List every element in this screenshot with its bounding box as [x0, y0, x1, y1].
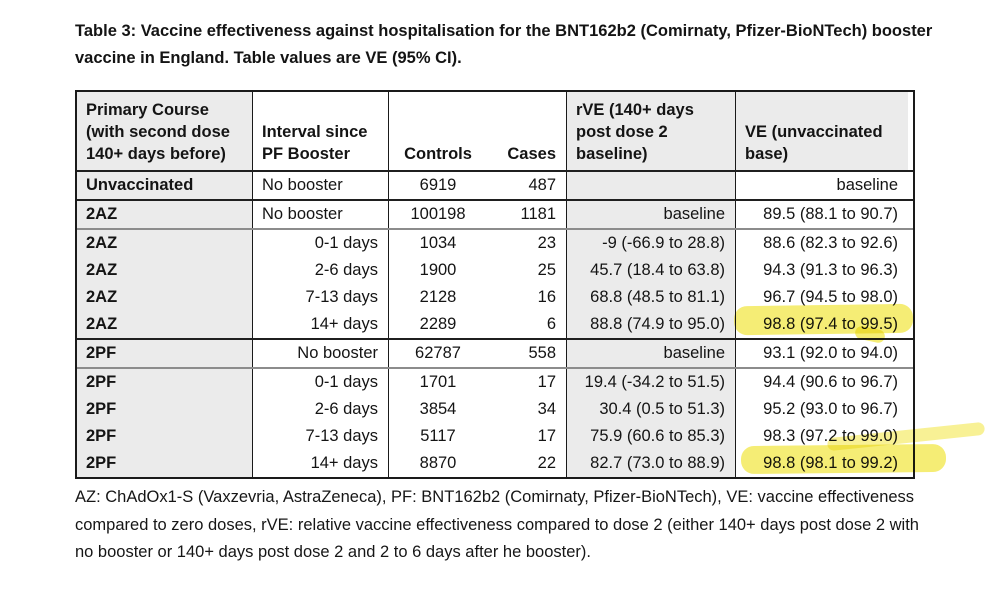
- cell-ve-highlighted: 98.8 (98.1 to 99.2): [735, 450, 908, 477]
- cell-primary-course: 2PF: [77, 450, 252, 477]
- cell-rve: baseline: [566, 201, 735, 228]
- cell-primary-course: 2AZ: [77, 230, 252, 257]
- header-cases: Cases: [488, 92, 566, 170]
- cell-rve: [566, 172, 735, 199]
- cell-controls: 2128: [388, 284, 488, 311]
- cell-interval: 0-1 days: [252, 230, 388, 257]
- cell-controls: 62787: [388, 340, 488, 367]
- cell-ve: 94.4 (90.6 to 96.7): [735, 369, 908, 396]
- table-row: 2AZ 7-13 days 2128 16 68.8 (48.5 to 81.1…: [77, 284, 913, 311]
- cell-controls: 2289: [388, 311, 488, 338]
- cell-ve: 93.1 (92.0 to 94.0): [735, 340, 908, 367]
- table-row: 2PF 7-13 days 5117 17 75.9 (60.6 to 85.3…: [77, 423, 913, 450]
- table-row: Unvaccinated No booster 6919 487 baselin…: [77, 170, 913, 199]
- cell-ve: 98.3 (97.2 to 99.0): [735, 423, 908, 450]
- footnote-line3: no booster or 140+ days post dose 2 and …: [75, 543, 591, 561]
- cell-controls: 3854: [388, 396, 488, 423]
- cell-primary-course: 2PF: [77, 396, 252, 423]
- cell-cases: 17: [488, 423, 566, 450]
- table-row: 2PF 14+ days 8870 22 82.7 (73.0 to 88.9)…: [77, 450, 913, 477]
- cell-primary-course: 2PF: [77, 423, 252, 450]
- table-footnote: AZ: ChAdOx1-S (Vaxzevria, AstraZeneca), …: [75, 484, 985, 567]
- cell-primary-course: 2AZ: [77, 284, 252, 311]
- table-row: 2PF 2-6 days 3854 34 30.4 (0.5 to 51.3) …: [77, 396, 913, 423]
- cell-interval: No booster: [252, 340, 388, 367]
- cell-controls: 5117: [388, 423, 488, 450]
- cell-ve: 88.6 (82.3 to 92.6): [735, 230, 908, 257]
- cell-rve: 30.4 (0.5 to 51.3): [566, 396, 735, 423]
- cell-interval: No booster: [252, 201, 388, 228]
- table-caption: Table 3: Vaccine effectiveness against h…: [75, 18, 975, 72]
- table3-wrapper: Primary Course (with second dose 140+ da…: [75, 90, 986, 479]
- cell-ve: 95.2 (93.0 to 96.7): [735, 396, 908, 423]
- cell-interval: 2-6 days: [252, 396, 388, 423]
- header-interval: Interval since PF Booster: [252, 92, 388, 170]
- cell-cases: 17: [488, 369, 566, 396]
- cell-rve: 45.7 (18.4 to 63.8): [566, 257, 735, 284]
- cell-interval: No booster: [252, 172, 388, 199]
- cell-rve: 68.8 (48.5 to 81.1): [566, 284, 735, 311]
- cell-primary-course: 2AZ: [77, 257, 252, 284]
- cell-rve: baseline: [566, 340, 735, 367]
- cell-cases: 25: [488, 257, 566, 284]
- header-rve: rVE (140+ days post dose 2 baseline): [566, 92, 735, 170]
- table-caption-line1: Table 3: Vaccine effectiveness against h…: [75, 22, 933, 40]
- cell-rve: 75.9 (60.6 to 85.3): [566, 423, 735, 450]
- cell-ve: 89.5 (88.1 to 90.7): [735, 201, 908, 228]
- table-row: 2AZ 2-6 days 1900 25 45.7 (18.4 to 63.8)…: [77, 257, 913, 284]
- cell-primary-course: 2AZ: [77, 311, 252, 338]
- cell-controls: 1900: [388, 257, 488, 284]
- cell-cases: 558: [488, 340, 566, 367]
- cell-cases: 22: [488, 450, 566, 477]
- cell-cases: 23: [488, 230, 566, 257]
- cell-rve: 19.4 (-34.2 to 51.5): [566, 369, 735, 396]
- cell-cases: 34: [488, 396, 566, 423]
- table-caption-line2: vaccine in England. Table values are VE …: [75, 49, 462, 67]
- cell-primary-course: Unvaccinated: [77, 172, 252, 199]
- header-controls: Controls: [388, 92, 488, 170]
- cell-primary-course: 2PF: [77, 369, 252, 396]
- table-row: 2AZ 0-1 days 1034 23 -9 (-66.9 to 28.8) …: [77, 228, 913, 257]
- table-row: 2AZ 14+ days 2289 6 88.8 (74.9 to 95.0) …: [77, 311, 913, 338]
- cell-cases: 6: [488, 311, 566, 338]
- table3: Primary Course (with second dose 140+ da…: [75, 90, 915, 479]
- table-row: 2AZ No booster 100198 1181 baseline 89.5…: [77, 199, 913, 228]
- cell-cases: 487: [488, 172, 566, 199]
- cell-cases: 16: [488, 284, 566, 311]
- footnote-line1: AZ: ChAdOx1-S (Vaxzevria, AstraZeneca), …: [75, 488, 915, 506]
- header-primary-course: Primary Course (with second dose 140+ da…: [77, 92, 252, 170]
- cell-cases: 1181: [488, 201, 566, 228]
- cell-rve: 88.8 (74.9 to 95.0): [566, 311, 735, 338]
- cell-primary-course: 2AZ: [77, 201, 252, 228]
- cell-ve: 96.7 (94.5 to 98.0): [735, 284, 908, 311]
- table-row: 2PF No booster 62787 558 baseline 93.1 (…: [77, 338, 913, 367]
- cell-controls: 1034: [388, 230, 488, 257]
- table-row: 2PF 0-1 days 1701 17 19.4 (-34.2 to 51.5…: [77, 367, 913, 396]
- cell-interval: 0-1 days: [252, 369, 388, 396]
- cell-ve: 94.3 (91.3 to 96.3): [735, 257, 908, 284]
- cell-controls: 8870: [388, 450, 488, 477]
- cell-interval: 7-13 days: [252, 423, 388, 450]
- cell-controls: 100198: [388, 201, 488, 228]
- cell-primary-course: 2PF: [77, 340, 252, 367]
- cell-rve: -9 (-66.9 to 28.8): [566, 230, 735, 257]
- table-header-row: Primary Course (with second dose 140+ da…: [77, 92, 913, 170]
- cell-rve: 82.7 (73.0 to 88.9): [566, 450, 735, 477]
- cell-interval: 7-13 days: [252, 284, 388, 311]
- cell-interval: 2-6 days: [252, 257, 388, 284]
- cell-controls: 1701: [388, 369, 488, 396]
- header-ve: VE (unvaccinated base): [735, 92, 908, 170]
- cell-ve-highlighted: 98.8 (97.4 to 99.5): [735, 311, 908, 338]
- cell-interval: 14+ days: [252, 311, 388, 338]
- cell-controls: 6919: [388, 172, 488, 199]
- footnote-line2: compared to zero doses, rVE: relative va…: [75, 515, 919, 534]
- cell-ve: baseline: [735, 172, 908, 199]
- cell-interval: 14+ days: [252, 450, 388, 477]
